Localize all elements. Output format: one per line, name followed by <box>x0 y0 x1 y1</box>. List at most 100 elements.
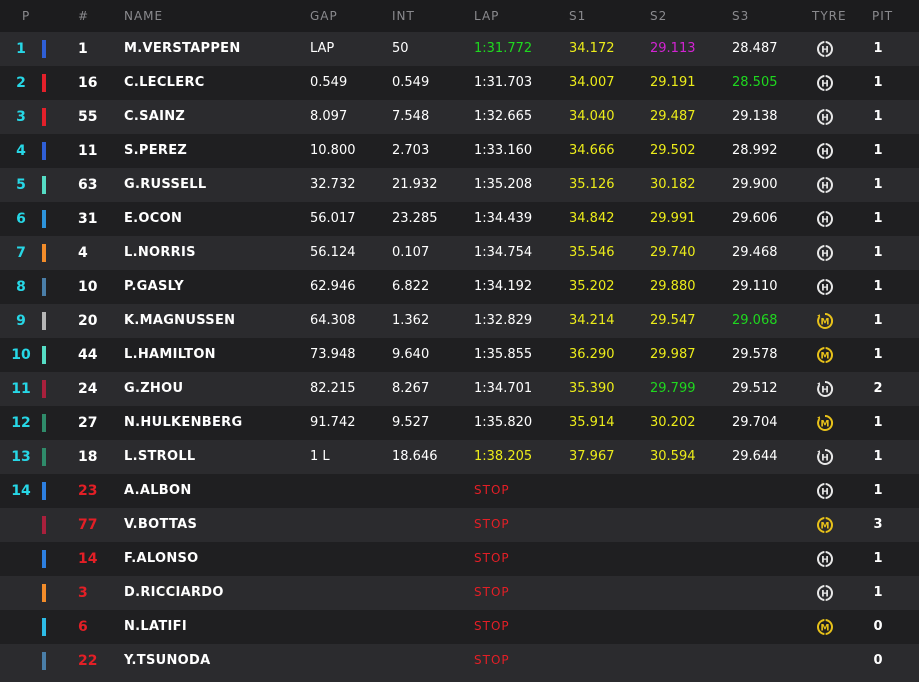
table-row[interactable]: 1 1 M.VERSTAPPEN LAP 50 1:31.772 34.172 29.113 2… <box>0 32 919 66</box>
last-lap-time: 1:32.665 <box>474 109 533 124</box>
table-row[interactable]: 7 4 L.NORRIS 56.124 0.107 1:34.754 35.546 29.74… <box>0 236 919 270</box>
hard-tyre-icon: H <box>817 41 833 57</box>
car-number: 63 <box>78 177 98 193</box>
pit-stop-count: 1 <box>873 75 883 90</box>
table-row[interactable]: 22 Y.TSUNODA STOP 0 <box>0 644 919 678</box>
pit-stop-count: 1 <box>873 415 883 430</box>
driver-name: L.HAMILTON <box>124 347 216 362</box>
table-row[interactable]: 2 16 C.LECLERC 0.549 0.549 1:31.703 34.007 29.1… <box>0 66 919 100</box>
interval-value: 23.285 <box>392 211 438 226</box>
last-lap-time: 1:34.192 <box>474 279 533 294</box>
gap-value: 82.215 <box>310 381 356 396</box>
interval-value: 18.646 <box>392 449 438 464</box>
divider <box>0 678 919 682</box>
gap-value: 8.097 <box>310 109 348 124</box>
sector-2-time: 29.987 <box>650 347 696 362</box>
driver-name: N.LATIFI <box>124 619 187 634</box>
sector-2-time: 29.880 <box>650 279 696 294</box>
car-number: 20 <box>78 313 98 329</box>
stop-status: STOP <box>474 585 510 599</box>
driver-name: L.STROLL <box>124 449 196 464</box>
car-number: 31 <box>78 211 98 227</box>
svg-text:H: H <box>821 114 829 124</box>
team-color-bar <box>42 108 46 126</box>
last-lap-time: 1:35.820 <box>474 415 533 430</box>
header-lap: LAP <box>474 9 500 23</box>
table-row[interactable]: 11 24 G.ZHOU 82.215 8.267 1:34.701 35.390 29.79… <box>0 372 919 406</box>
team-color-bar <box>42 210 46 228</box>
svg-text:H: H <box>821 216 829 226</box>
sector-1-time: 37.967 <box>569 449 615 464</box>
svg-text:H: H <box>821 284 829 294</box>
position-number: 4 <box>16 143 26 159</box>
hard-tyre-icon: H <box>817 380 834 397</box>
sector-1-time: 35.546 <box>569 245 615 260</box>
sector-3-time: 29.068 <box>732 313 778 328</box>
table-row[interactable]: 77 V.BOTTAS STOP M 3 <box>0 508 919 542</box>
position-number: 1 <box>16 41 26 57</box>
sector-1-time: 36.290 <box>569 347 615 362</box>
sector-2-time: 29.502 <box>650 143 696 158</box>
sector-2-time: 30.202 <box>650 415 696 430</box>
svg-text:M: M <box>821 624 830 634</box>
sector-2-time: 29.487 <box>650 109 696 124</box>
stop-status: STOP <box>474 517 510 531</box>
header-gap: GAP <box>310 9 338 23</box>
table-row[interactable]: 9 20 K.MAGNUSSEN 64.308 1.362 1:32.829 34.214 2… <box>0 304 919 338</box>
car-number: 10 <box>78 279 98 295</box>
sector-3-time: 29.704 <box>732 415 778 430</box>
last-lap-time: 1:34.439 <box>474 211 533 226</box>
pit-stop-count: 1 <box>873 347 883 362</box>
sector-1-time: 35.914 <box>569 415 615 430</box>
interval-value: 9.640 <box>392 347 430 362</box>
team-color-bar <box>42 482 46 500</box>
hard-tyre-icon: H <box>817 143 833 159</box>
medium-tyre-icon: M <box>817 414 834 431</box>
pit-stop-count: 1 <box>873 245 883 260</box>
team-color-bar <box>42 584 46 602</box>
svg-text:H: H <box>821 556 829 566</box>
table-row[interactable]: 6 31 E.OCON 56.017 23.285 1:34.439 34.842 29.99… <box>0 202 919 236</box>
car-number: 16 <box>78 75 98 91</box>
pit-stop-count: 1 <box>873 279 883 294</box>
sector-1-time: 35.202 <box>569 279 615 294</box>
sector-1-time: 34.214 <box>569 313 615 328</box>
table-row[interactable]: 10 44 L.HAMILTON 73.948 9.640 1:35.855 36.290 2… <box>0 338 919 372</box>
interval-value: 8.267 <box>392 381 430 396</box>
gap-value: 10.800 <box>310 143 356 158</box>
car-number: 24 <box>78 381 98 397</box>
table-row[interactable]: 3 55 C.SAINZ 8.097 7.548 1:32.665 34.040 29.487… <box>0 100 919 134</box>
driver-name: S.PEREZ <box>124 143 188 158</box>
interval-value: 21.932 <box>392 177 438 192</box>
header-name: NAME <box>124 9 164 23</box>
pit-stop-count: 1 <box>873 211 883 226</box>
table-row[interactable]: 8 10 P.GASLY 62.946 6.822 1:34.192 35.202 29.88… <box>0 270 919 304</box>
last-lap-time: 1:31.772 <box>474 41 533 56</box>
table-row[interactable]: 13 18 L.STROLL 1 L 18.646 1:38.205 37.967 30.59… <box>0 440 919 474</box>
pit-stop-count: 2 <box>873 381 883 396</box>
sector-3-time: 29.900 <box>732 177 778 192</box>
sector-3-time: 29.578 <box>732 347 778 362</box>
car-number: 77 <box>78 517 98 533</box>
table-row[interactable]: 12 27 N.HULKENBERG 91.742 9.527 1:35.820 35.91… <box>0 406 919 440</box>
interval-value: 2.703 <box>392 143 430 158</box>
last-lap-time: 1:38.205 <box>474 449 533 464</box>
gap-value: LAP <box>310 41 335 56</box>
hard-tyre-icon: H <box>817 483 833 499</box>
driver-name: C.SAINZ <box>124 109 186 124</box>
table-row[interactable]: 6 N.LATIFI STOP M 0 <box>0 610 919 644</box>
position-number: 11 <box>11 381 31 397</box>
car-number: 4 <box>78 245 88 261</box>
interval-value: 9.527 <box>392 415 430 430</box>
table-row[interactable]: 14 23 A.ALBON STOP H 1 <box>0 474 919 508</box>
position-number: 5 <box>16 177 26 193</box>
pit-stop-count: 1 <box>873 449 883 464</box>
svg-text:M: M <box>821 420 830 430</box>
table-row[interactable]: 14 F.ALONSO STOP H 1 <box>0 542 919 576</box>
hard-tyre-icon: H <box>817 551 833 567</box>
table-row[interactable]: 4 11 S.PEREZ 10.800 2.703 1:33.160 34.666 29.50… <box>0 134 919 168</box>
table-row[interactable]: 3 D.RICCIARDO STOP H 1 <box>0 576 919 610</box>
interval-value: 1.362 <box>392 313 430 328</box>
table-row[interactable]: 5 63 G.RUSSELL 32.732 21.932 1:35.208 35.126 30… <box>0 168 919 202</box>
sector-2-time: 29.191 <box>650 75 696 90</box>
